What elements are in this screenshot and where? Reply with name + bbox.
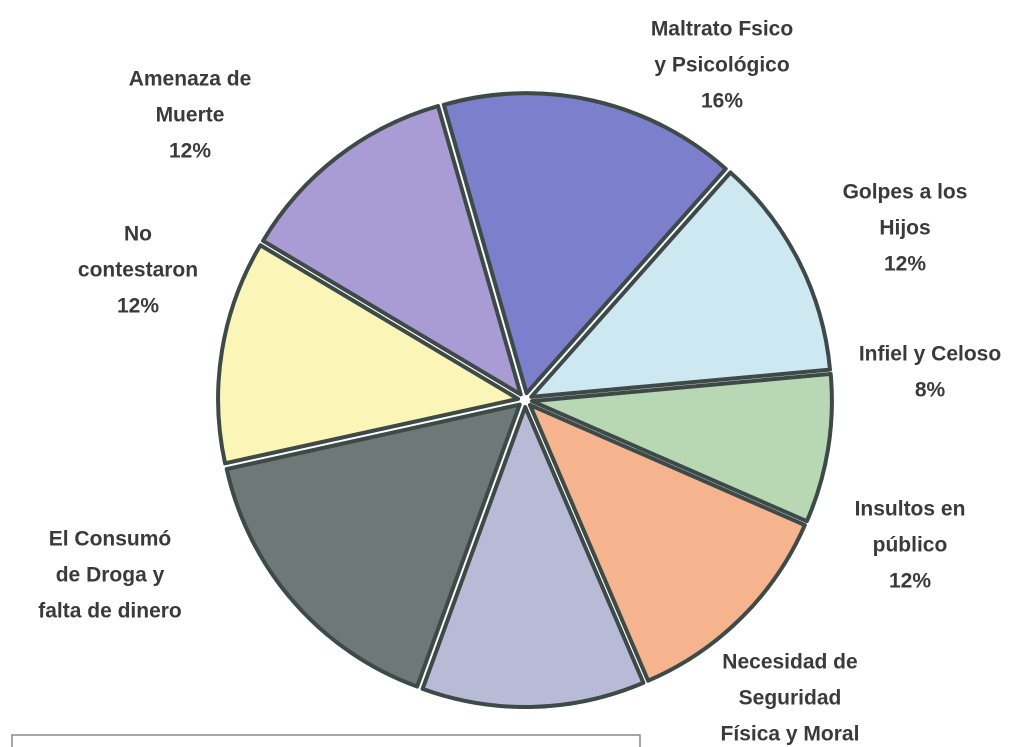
pie-slice [441,91,728,396]
slice-label: Insultos en [855,498,966,521]
pie-slice [420,404,646,709]
slice-label: Amenaza de [129,68,252,91]
pie-slice [216,243,521,466]
slice-label: Necesidad de [722,651,857,674]
slice-label: Física y Moral [721,723,860,746]
slice-label: Hijos [879,217,930,240]
slice-label: Maltrato Fsico [651,18,793,41]
slice-label: No [124,223,152,246]
value-label: 12% [884,253,926,276]
value-label: 12% [117,295,159,318]
slice-label: de Droga y [56,564,165,587]
slice-label: falta de dinero [38,600,182,623]
pie-slice [529,170,833,399]
value-label: 12% [889,570,931,593]
pie-slice [261,104,523,397]
slice-label: Golpes a los [843,181,968,204]
pie-slice [527,402,807,683]
slice-label: Infiel y Celoso [859,343,1001,366]
pie-slice [529,371,834,524]
slice-label: y Psicológico [654,54,789,77]
value-label: 12% [169,140,211,163]
slice-label: El Consumó [49,528,172,551]
text-box [11,734,641,747]
slice-label: Seguridad [739,687,842,710]
slice-label: público [873,534,948,557]
slice-label: Muerte [156,104,225,127]
value-label: 16% [701,90,743,113]
pie-slice [224,402,522,689]
slice-label: contestaron [78,259,198,282]
value-label: 8% [915,379,946,402]
